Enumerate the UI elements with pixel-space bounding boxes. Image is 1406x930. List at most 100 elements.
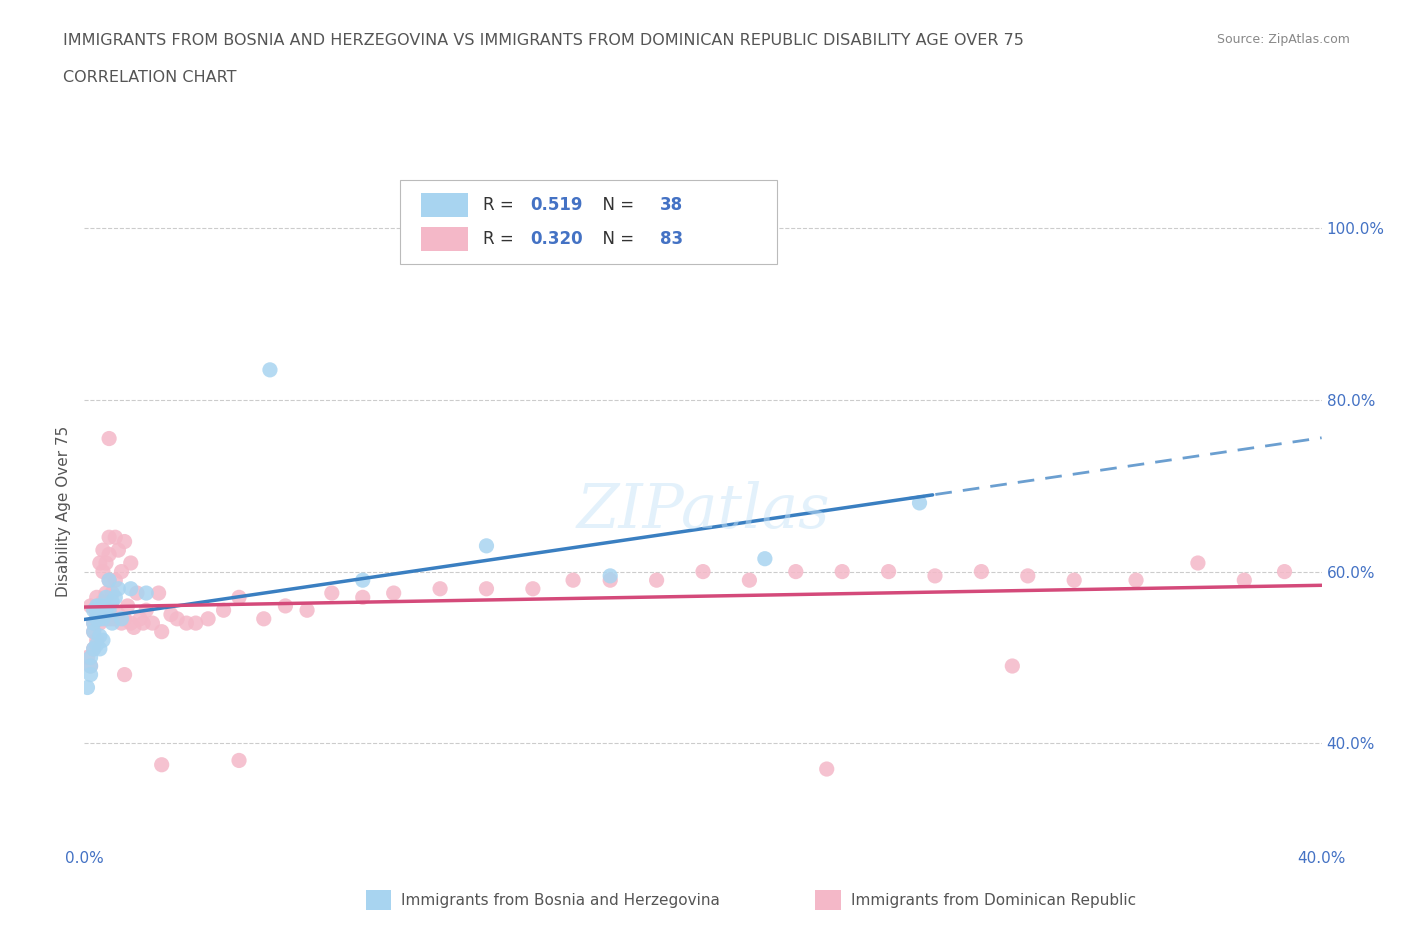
Point [132,616,155,631]
Point [91,599,114,614]
Point [79,667,101,682]
Point [908,496,931,511]
Point [98,611,121,626]
Text: ZIPatlas: ZIPatlas [576,482,830,541]
Point [877,565,900,579]
Text: Immigrants from Bosnia and Herzegovina: Immigrants from Bosnia and Herzegovina [401,893,720,908]
Point [94,555,117,570]
Text: N =: N = [592,196,638,214]
Point [89,616,111,631]
Text: 0.519: 0.519 [530,196,582,214]
Point [79,599,101,614]
Point [94,611,117,626]
Point [122,620,145,635]
Point [76,680,98,695]
Text: CORRELATION CHART: CORRELATION CHART [63,70,236,85]
Point [754,551,776,566]
Point [91,543,114,558]
Point [98,573,121,588]
Point [101,616,124,631]
Point [475,581,498,596]
Point [83,603,105,618]
Point [89,642,111,657]
Text: N =: N = [592,230,638,247]
Point [110,611,132,626]
Point [1187,555,1209,570]
Point [107,581,129,596]
Point [79,650,101,665]
Point [1233,573,1256,588]
Point [160,607,183,622]
Point [104,611,127,626]
Point [120,616,142,631]
Point [91,594,114,609]
Text: 38: 38 [659,196,683,214]
Text: 83: 83 [659,230,683,247]
Point [1125,573,1147,588]
Point [924,568,946,583]
Point [125,586,148,601]
Point [295,603,318,618]
Point [101,611,124,626]
Point [86,637,108,652]
Point [150,757,173,772]
Point [1063,573,1085,588]
Point [91,611,114,626]
Point [135,603,157,618]
Point [129,611,152,626]
Point [83,624,105,639]
Point [114,534,136,549]
Point [83,642,105,657]
Point [86,632,108,647]
Text: 0.320: 0.320 [530,230,582,247]
Point [107,543,129,558]
Point [86,599,108,614]
Point [150,624,173,639]
Point [120,581,142,596]
Point [475,538,498,553]
Point [83,642,105,657]
Point [253,611,276,626]
Point [89,603,111,618]
Point [76,650,98,665]
Point [815,762,838,777]
Point [382,586,405,601]
Point [110,616,132,631]
Point [86,590,108,604]
Point [91,632,114,647]
Point [89,555,111,570]
Point [83,616,105,631]
Point [148,586,170,601]
Point [83,616,105,631]
Point [176,616,198,631]
Point [104,530,127,545]
Point [321,586,343,601]
Point [89,599,111,614]
Point [114,611,136,626]
Point [98,603,121,618]
Point [352,590,374,604]
Point [117,599,139,614]
Text: R =: R = [482,230,519,247]
Y-axis label: Disability Age Over 75: Disability Age Over 75 [56,426,72,597]
Point [135,586,157,601]
Point [1001,658,1024,673]
Point [429,581,451,596]
Point [110,565,132,579]
Point [86,611,108,626]
Point [259,363,281,378]
Point [89,611,111,626]
Point [645,573,668,588]
Point [599,568,621,583]
Point [785,565,807,579]
Point [274,599,297,614]
Point [352,573,374,588]
Point [89,603,111,618]
Point [89,629,111,644]
Point [228,590,250,604]
Text: Source: ZipAtlas.com: Source: ZipAtlas.com [1216,33,1350,46]
Point [1017,568,1039,583]
Point [562,573,585,588]
Point [94,603,117,618]
Point [228,753,250,768]
